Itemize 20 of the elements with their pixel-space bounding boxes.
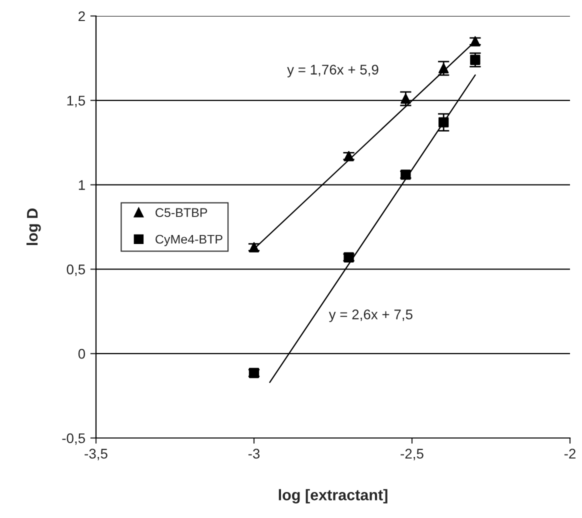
legend-label: CyMe4-BTP [156, 234, 222, 246]
annotation: y = 2,6x + 7,5 [328, 310, 412, 322]
annotation: y = 1,76x + 5,9 [287, 64, 378, 78]
x-axis-title: log [extractant] [278, 489, 388, 504]
y-tick-label: 0 [78, 348, 86, 359]
point [400, 94, 411, 104]
point [438, 63, 449, 74]
x-tick-label: -3,5 [84, 448, 108, 460]
y-tick-label: 2 [78, 11, 85, 22]
y-axis-title: log D [26, 208, 41, 246]
x-tick-label: -2 [564, 448, 576, 458]
y-tick-label: 1,5 [67, 96, 86, 108]
y-tick-label: 1 [78, 180, 85, 190]
x-tick-label: -3 [248, 448, 260, 459]
y-tick-label: 0,5 [66, 264, 86, 276]
point [438, 117, 449, 128]
y-tick-label: -0,5 [62, 433, 86, 445]
x-tick-label: -2,5 [400, 448, 424, 460]
legend-label: C5-BTBP [156, 208, 208, 218]
point [470, 54, 480, 65]
